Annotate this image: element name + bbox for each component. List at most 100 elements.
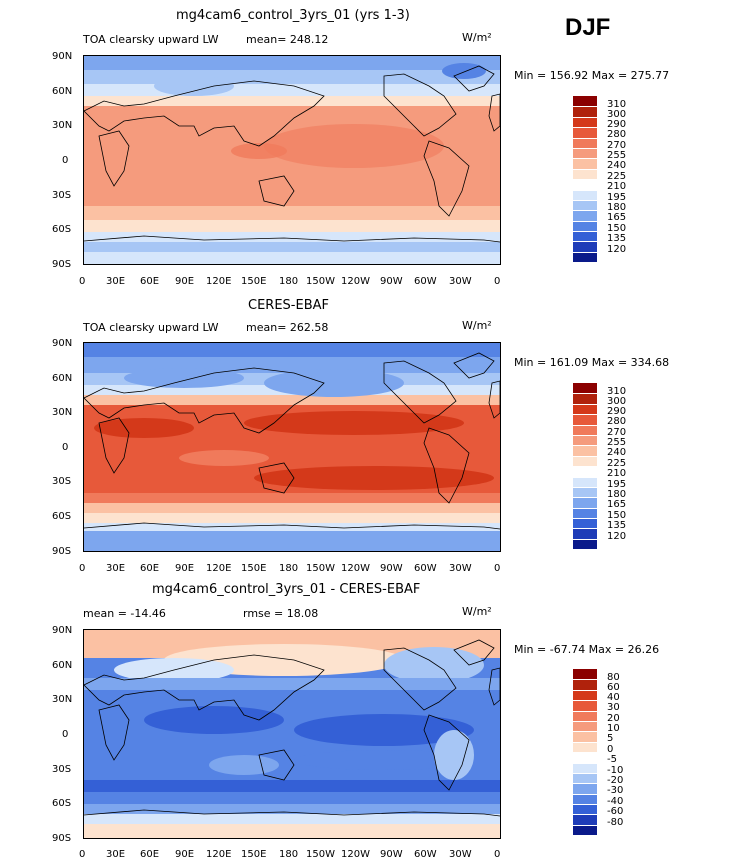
panel1-minmax-label: Min = 156.92 Max = 275.77 xyxy=(514,69,670,82)
panel1-lon-label: 120E xyxy=(206,276,232,287)
panel3-minmax-label: Min = -67.74 Max = 26.26 xyxy=(514,643,660,656)
panel3-colorbar-label: 0 xyxy=(607,744,614,755)
colorbar-swatch xyxy=(573,476,597,487)
panel3-colorbar-label: 20 xyxy=(607,713,620,724)
colorbar-swatch xyxy=(573,231,597,242)
colorbar-swatch xyxy=(573,127,597,138)
season-label: DJF xyxy=(565,14,611,41)
panel2-colorbar-label: 150 xyxy=(607,510,627,521)
colorbar-swatch xyxy=(573,731,597,742)
colorbar-swatch xyxy=(573,466,597,477)
panel2-units-label: W/m² xyxy=(462,319,492,332)
panel2-lon-label: 30E xyxy=(106,563,126,574)
panel3-lon-label: 120E xyxy=(206,849,232,860)
panel1-lat-label: 0 xyxy=(62,155,69,166)
colorbar-swatch xyxy=(573,528,597,539)
panel1-colorbar-label: 240 xyxy=(607,160,627,171)
panel3-colorbar-label: 80 xyxy=(607,672,620,683)
colorbar-swatch xyxy=(573,689,597,701)
panel1-lon-label: 90E xyxy=(175,276,195,287)
panel3-colorbar-label: -80 xyxy=(607,817,624,828)
colorbar-swatch xyxy=(573,241,597,252)
colorbar-swatch xyxy=(573,814,597,825)
panel2-lon-label: 120E xyxy=(206,563,232,574)
panel3-colorbar-label: -5 xyxy=(607,754,617,765)
panel3-lon-label: 30W xyxy=(449,849,472,860)
panel3-colorbar-label: 60 xyxy=(607,682,620,693)
panel3-map-field xyxy=(84,630,500,838)
colorbar-swatch xyxy=(573,137,597,148)
panel1-lon-label: 180 xyxy=(279,276,299,287)
panel3-lat-label: 30S xyxy=(52,764,72,775)
panel1-lon-label: 60W xyxy=(414,276,437,287)
panel1-map-field xyxy=(84,56,500,264)
panel3-colorbar-label: -20 xyxy=(607,775,624,786)
panel1-lon-label: 30W xyxy=(449,276,472,287)
panel2-colorbar-label: 255 xyxy=(607,437,627,448)
panel1-lon-label: 30E xyxy=(106,276,126,287)
panel1-colorbar-label: 270 xyxy=(607,140,627,151)
colorbar-swatch xyxy=(573,772,597,784)
panel3-lat-label: 0 xyxy=(62,729,69,740)
panel2-colorbar-label: 290 xyxy=(607,406,627,417)
panel3-lon-label: 180 xyxy=(279,849,299,860)
panel2-colorbar-label: 210 xyxy=(607,468,627,479)
panel2-colorbar-label: 120 xyxy=(607,531,627,542)
panel3-lon-label: 150E xyxy=(241,849,267,860)
colorbar-swatch xyxy=(573,116,597,128)
colorbar-swatch xyxy=(573,147,597,159)
panel2-title: CERES-EBAF xyxy=(248,298,329,313)
colorbar-swatch xyxy=(573,762,597,773)
colorbar-swatch xyxy=(573,220,597,232)
panel1-colorbar-label: 225 xyxy=(607,171,627,182)
panel1-title: mg4cam6_control_3yrs_01 (yrs 1-3) xyxy=(176,8,410,23)
panel2-colorbar-label: 300 xyxy=(607,396,627,407)
panel1-lon-label: 0 xyxy=(79,276,86,287)
panel3-colorbar-label: -60 xyxy=(607,806,624,817)
panel3-lat-label: 90N xyxy=(52,625,73,636)
panel3-colorbar-label: -10 xyxy=(607,765,624,776)
panel1-lon-label: 60E xyxy=(140,276,160,287)
panel2-lat-label: 30N xyxy=(52,407,73,418)
colorbar-swatch xyxy=(573,669,597,680)
colorbar-swatch xyxy=(573,741,597,753)
panel3-colorbar-label: -30 xyxy=(607,785,624,796)
colorbar-swatch xyxy=(573,179,597,190)
panel3-lon-label: 120W xyxy=(341,849,370,860)
colorbar-swatch xyxy=(573,96,597,107)
panel2-lat-label: 60S xyxy=(52,511,72,522)
panel1-lon-label: 150W xyxy=(306,276,335,287)
panel1-colorbar-label: 290 xyxy=(607,119,627,130)
colorbar-swatch xyxy=(573,720,597,732)
panel2-lon-label: 150W xyxy=(306,563,335,574)
panel2-lon-label: 150E xyxy=(241,563,267,574)
panel3-rmse-label: rmse = 18.08 xyxy=(243,607,319,620)
colorbar-swatch xyxy=(573,445,597,456)
colorbar-swatch xyxy=(573,393,597,404)
panel2-mean-label: mean= 262.58 xyxy=(246,321,329,334)
panel1-lat-label: 60S xyxy=(52,224,72,235)
panel2-lon-label: 0 xyxy=(79,563,86,574)
panel2-lon-label: 120W xyxy=(341,563,370,574)
colorbar-swatch xyxy=(573,434,597,446)
panel1-colorbar-label: 150 xyxy=(607,223,627,234)
panel3-colorbar-label: -40 xyxy=(607,796,624,807)
panel1-colorbar-label: 255 xyxy=(607,150,627,161)
panel1-units-label: W/m² xyxy=(462,31,492,44)
panel1-lat-label: 60N xyxy=(52,86,73,97)
panel3-lon-label: 150W xyxy=(306,849,335,860)
panel1-colorbar-label: 210 xyxy=(607,181,627,192)
panel2-lat-label: 30S xyxy=(52,476,72,487)
panel2-colorbar xyxy=(573,383,597,550)
colorbar-swatch xyxy=(573,793,597,805)
panel2-lat-label: 90S xyxy=(52,546,72,557)
panel2-colorbar-label: 310 xyxy=(607,386,627,397)
colorbar-swatch xyxy=(573,424,597,435)
panel1-colorbar-label: 310 xyxy=(607,99,627,110)
panel3-mean-label: mean = -14.46 xyxy=(83,607,166,620)
panel1-lon-label: 120W xyxy=(341,276,370,287)
panel2-map xyxy=(83,342,501,552)
colorbar-swatch xyxy=(573,518,597,529)
panel1-colorbar-label: 195 xyxy=(607,192,627,203)
panel3-colorbar-label: 10 xyxy=(607,723,620,734)
